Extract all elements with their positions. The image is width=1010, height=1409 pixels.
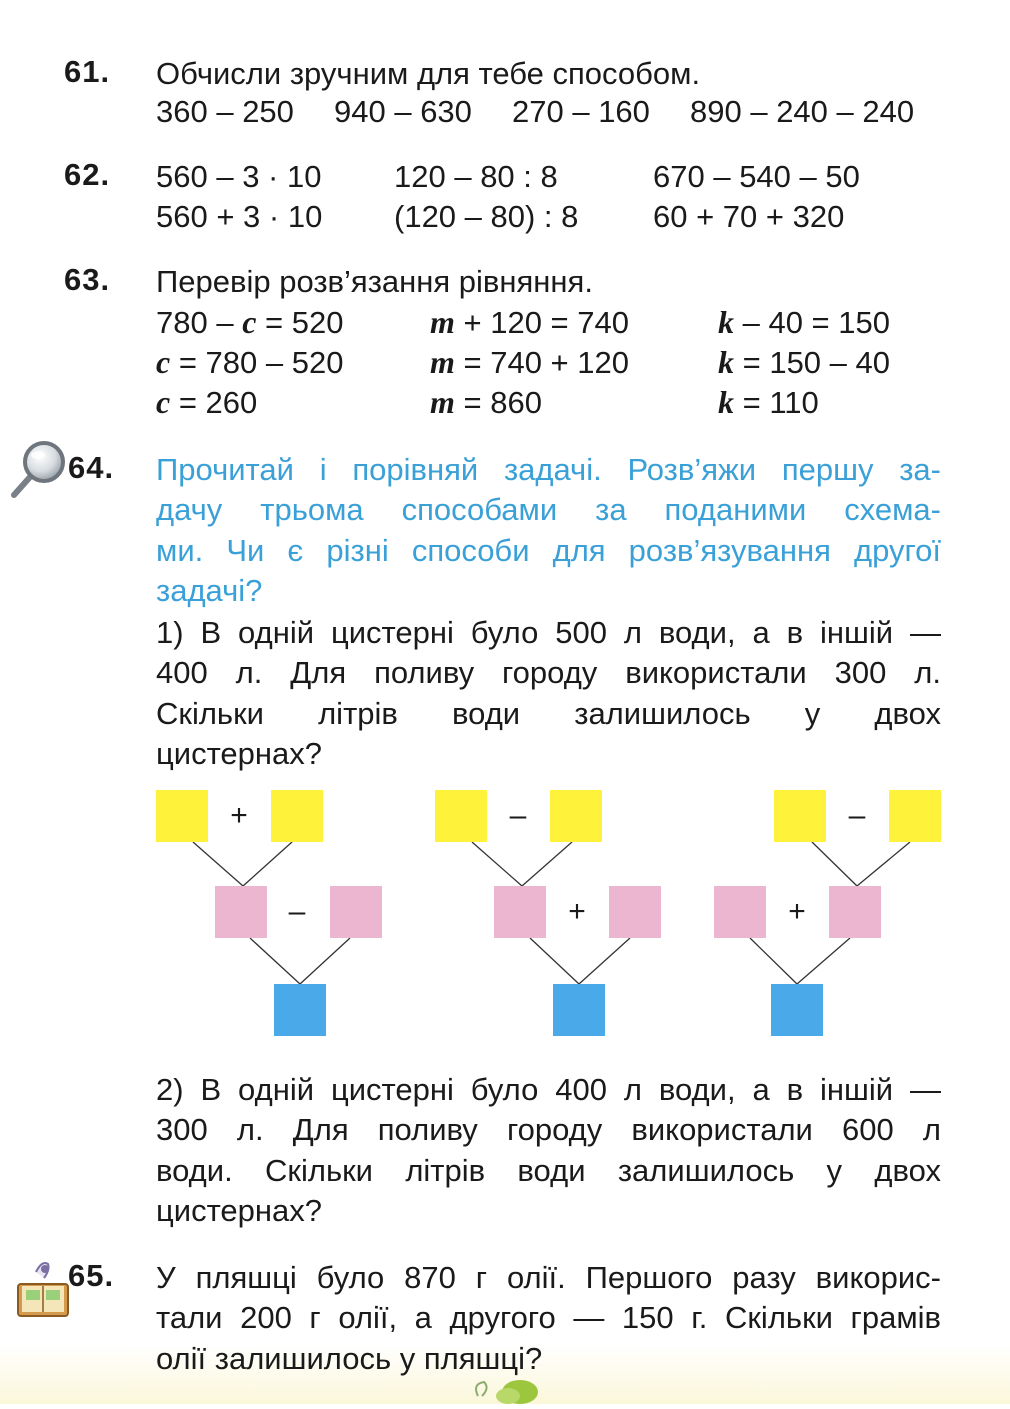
task-64-problem-1-line: 1) В одній цистерні було 500 л води, а в… xyxy=(156,615,941,650)
task-64-intro-line: задачі? xyxy=(156,573,263,608)
task-62-expression: (120 – 80) : 8 xyxy=(394,199,579,234)
scheme-3-top-right-box xyxy=(889,790,941,842)
scheme-1-top-operator: + xyxy=(230,799,248,832)
scheme-2-top-operator: – xyxy=(509,799,527,832)
task-62-number: 62. xyxy=(64,157,111,192)
scheme-2-middle-left-box xyxy=(494,886,546,938)
task-63-equation-line: k = 150 – 40 xyxy=(718,344,890,380)
scheme-2-top-right-box xyxy=(550,790,602,842)
task-65-text-line: тали 200 г олії, а другого — 150 г. Скіл… xyxy=(156,1300,941,1335)
scheme-1-top-left-box xyxy=(156,790,208,842)
task-62-expression: 670 – 540 – 50 xyxy=(653,159,860,194)
task-64-problem-1-line: 400 л. Для поливу городу використали 300… xyxy=(156,655,941,690)
scheme-1-middle-operator: – xyxy=(288,895,306,928)
task-64-problem-1-line: Скільки літрів води залишилось у двох xyxy=(156,696,941,731)
scheme-3-top-left-box xyxy=(774,790,826,842)
scheme-3-middle-left-box xyxy=(714,886,766,938)
task-63-equation-line: k = 110 xyxy=(718,384,819,420)
scheme-2-middle-operator: + xyxy=(568,895,586,928)
scheme-1-result-box xyxy=(274,984,326,1036)
task-63-equation-line: c = 260 xyxy=(156,384,258,420)
scheme-3-top-operator: – xyxy=(848,799,866,832)
task-62-expression: 560 + 3 · 10 xyxy=(156,199,323,234)
task-63-title: Перевір розв’язання рівняння. xyxy=(156,264,593,299)
book-icon xyxy=(14,1258,72,1325)
scheme-3-result-box xyxy=(771,984,823,1036)
task-65-number: 65. xyxy=(68,1258,115,1293)
scheme-1-top-right-box xyxy=(271,790,323,842)
task-61-expression-4: 890 – 240 – 240 xyxy=(690,94,915,129)
task-63-equation-line: m + 120 = 740 xyxy=(430,304,629,340)
task-62-expression: 560 – 3 · 10 xyxy=(156,159,322,194)
task-63-equation-line: k – 40 = 150 xyxy=(718,304,890,340)
scheme-3-middle-operator: + xyxy=(788,895,806,928)
task-65-text-line: олії залишилось у пляшці? xyxy=(156,1341,543,1376)
leaf-icon xyxy=(468,1374,548,1409)
task-61-expression-2: 940 – 630 xyxy=(334,94,472,129)
task-63-equation-line: 780 – c = 520 xyxy=(156,304,344,340)
task-62-expression: 60 + 70 + 320 xyxy=(653,199,845,234)
task-64-problem-2-line: 300 л. Для поливу городу використали 600… xyxy=(156,1112,941,1147)
task-64-problem-2-line: води. Скільки літрів води залишилось у д… xyxy=(156,1153,941,1188)
task-64-problem-1-line: цистернах? xyxy=(156,736,323,771)
scheme-2-top-left-box xyxy=(435,790,487,842)
task-61-expression-1: 360 – 250 xyxy=(156,94,294,129)
task-62-expression: 120 – 80 : 8 xyxy=(394,159,558,194)
task-64-intro-line: Прочитай і порівняй задачі. Розв’яжи пер… xyxy=(156,452,941,487)
task-63-equation-line: m = 860 xyxy=(430,384,542,420)
task-61-title: Обчисли зручним для тебе способом. xyxy=(156,56,701,91)
task-64-problem-2-line: 2) В одній цистерні було 400 л води, а в… xyxy=(156,1072,941,1107)
scheme-2-middle-right-box xyxy=(609,886,661,938)
task-61-number: 61. xyxy=(64,54,111,89)
task-63-equation-line: c = 780 – 520 xyxy=(156,344,344,380)
scheme-2-result-box xyxy=(553,984,605,1036)
task-64-problem-2-line: цистернах? xyxy=(156,1193,323,1228)
scheme-1-middle-right-box xyxy=(330,886,382,938)
task-65-text-line: У пляшці було 870 г олії. Першого разу в… xyxy=(156,1260,941,1295)
task-63-equation-line: m = 740 + 120 xyxy=(430,344,629,380)
task-61-expression-3: 270 – 160 xyxy=(512,94,650,129)
task-63-number: 63. xyxy=(64,262,111,297)
scheme-3-middle-right-box xyxy=(829,886,881,938)
scheme-1-middle-left-box xyxy=(215,886,267,938)
task-64-number: 64. xyxy=(68,450,115,485)
magnifier-icon xyxy=(8,440,70,505)
task-64-intro-line: дачу трьома способами за поданими схема- xyxy=(156,492,941,527)
task-64-intro-line: ми. Чи є різні способи для розв’язування… xyxy=(156,533,941,568)
